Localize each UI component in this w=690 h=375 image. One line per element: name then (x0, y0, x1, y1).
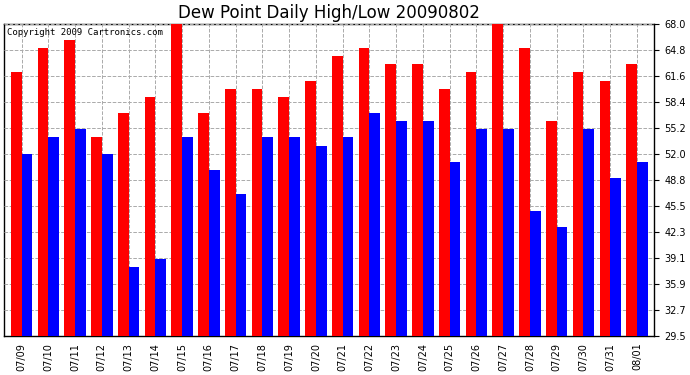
Bar (198, 113, 209, 336)
Bar (439, 89, 450, 336)
Bar (38, 48, 48, 336)
Bar (476, 129, 487, 336)
Bar (450, 162, 460, 336)
Bar (91, 138, 102, 336)
Bar (557, 227, 567, 336)
Bar (252, 89, 262, 336)
Bar (423, 121, 433, 336)
Bar (627, 64, 637, 336)
Bar (48, 138, 59, 336)
Title: Dew Point Daily High/Low 20090802: Dew Point Daily High/Low 20090802 (178, 4, 480, 22)
Bar (573, 72, 584, 336)
Bar (21, 154, 32, 336)
Bar (305, 81, 316, 336)
Bar (316, 146, 326, 336)
Bar (118, 113, 128, 336)
Bar (637, 162, 648, 336)
Bar (209, 170, 219, 336)
Bar (102, 154, 112, 336)
Bar (145, 97, 155, 336)
Bar (225, 89, 235, 336)
Bar (412, 64, 423, 336)
Bar (359, 48, 369, 336)
Bar (289, 138, 300, 336)
Bar (279, 97, 289, 336)
Bar (64, 40, 75, 336)
Bar (155, 259, 166, 336)
Bar (369, 113, 380, 336)
Bar (235, 194, 246, 336)
Bar (332, 56, 343, 336)
Bar (584, 129, 594, 336)
Bar (75, 129, 86, 336)
Bar (546, 121, 557, 336)
Bar (520, 48, 530, 336)
Bar (396, 121, 407, 336)
Bar (182, 138, 193, 336)
Bar (171, 16, 182, 336)
Text: Copyright 2009 Cartronics.com: Copyright 2009 Cartronics.com (8, 28, 164, 38)
Bar (386, 64, 396, 336)
Bar (530, 210, 541, 336)
Bar (610, 178, 621, 336)
Bar (11, 72, 21, 336)
Bar (262, 138, 273, 336)
Bar (343, 138, 353, 336)
Bar (503, 129, 514, 336)
Bar (493, 24, 503, 336)
Bar (466, 72, 476, 336)
Bar (128, 267, 139, 336)
Bar (600, 81, 610, 336)
